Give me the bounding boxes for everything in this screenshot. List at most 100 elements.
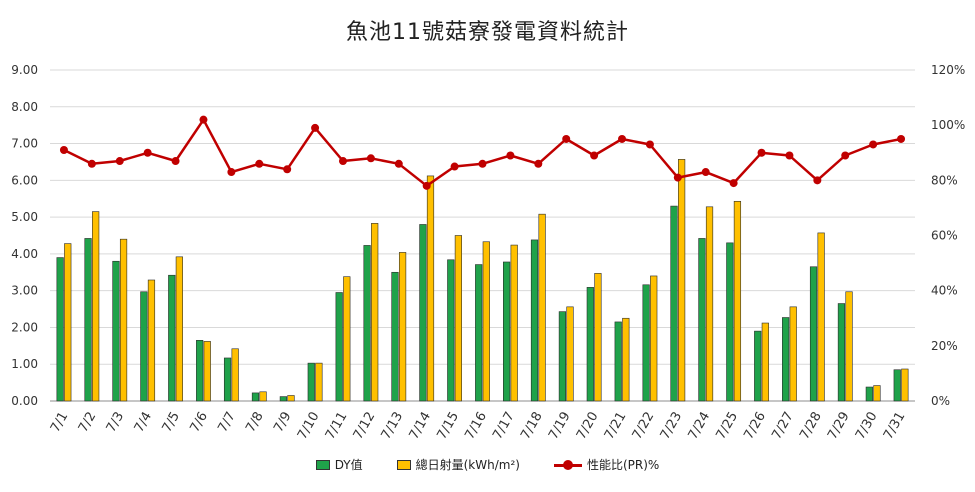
x-tick-label: 7/16: [462, 410, 490, 443]
pr-point: [897, 134, 906, 143]
pr-point: [199, 115, 208, 124]
pr-point: [645, 140, 654, 149]
x-tick-label: 7/7: [215, 410, 238, 436]
bar-irradiance: [315, 362, 323, 402]
bar-irradiance: [733, 200, 742, 402]
legend-item-dy: DY值: [315, 456, 363, 473]
bar-irradiance: [426, 175, 435, 402]
pr-point: [701, 168, 710, 177]
y-left-tick-label: 4.00: [11, 247, 38, 261]
x-tick-label: 7/31: [881, 410, 909, 443]
bar-dy: [84, 238, 92, 402]
bar-dy: [168, 274, 176, 402]
x-tick-label: 7/6: [187, 410, 210, 436]
bar-irradiance: [538, 213, 546, 402]
pr-point: [311, 123, 320, 132]
x-tick-label: 7/17: [490, 410, 518, 443]
bar-dy: [391, 271, 399, 402]
legend-label-pr: 性能比(PR)%: [586, 458, 660, 472]
bar-dy: [837, 303, 846, 402]
y-right-tick-label: 20%: [931, 339, 958, 353]
bar-irradiance: [92, 211, 100, 402]
bar-irradiance: [705, 206, 714, 402]
y-right-tick-label: 100%: [931, 118, 965, 132]
bar-irradiance: [147, 279, 156, 402]
x-tick-label: 7/28: [797, 410, 825, 443]
bar-dy: [893, 369, 901, 402]
bar-irradiance: [231, 348, 239, 402]
bar-irradiance: [371, 223, 379, 402]
x-tick-label: 7/26: [741, 410, 769, 443]
pr-point: [422, 181, 431, 190]
pr-point: [338, 157, 347, 166]
y-left-tick-label: 7.00: [11, 137, 38, 151]
y-left-tick-label: 2.00: [11, 320, 38, 334]
bar-dy: [140, 291, 148, 402]
x-tick-label: 7/23: [658, 410, 686, 443]
bar-irradiance: [817, 232, 825, 402]
bar-irradiance: [678, 159, 686, 402]
bar-dy: [419, 224, 427, 402]
bar-irradiance: [761, 322, 769, 402]
bar-dy: [782, 317, 790, 402]
legend-swatch-pr: [553, 459, 582, 470]
x-tick-label: 7/27: [769, 410, 797, 443]
x-tick-label: 7/2: [76, 410, 99, 436]
bar-irradiance: [594, 273, 602, 402]
bar-irradiance: [622, 317, 630, 402]
x-tick-label: 7/20: [574, 410, 602, 443]
x-tick-label: 7/9: [271, 410, 294, 436]
pr-point: [506, 151, 515, 160]
bar-dy: [865, 386, 873, 402]
bar-irradiance: [510, 244, 518, 402]
bar-irradiance: [566, 306, 574, 402]
legend-label-dy: DY值: [334, 458, 363, 472]
bar-irradiance: [398, 252, 407, 402]
y-left-tick-label: 9.00: [11, 63, 38, 77]
x-tick-label: 7/10: [295, 410, 323, 443]
y-right-tick-label: 60%: [931, 229, 958, 243]
y-left-tick-label: 6.00: [11, 173, 38, 187]
x-tick-label: 7/15: [434, 410, 462, 443]
x-tick-label: 7/5: [160, 410, 183, 436]
y-left-tick-label: 3.00: [11, 284, 38, 298]
pr-point: [673, 173, 682, 182]
bar-dy: [279, 396, 287, 402]
x-tick-label: 7/1: [48, 410, 71, 436]
pr-point: [757, 148, 766, 157]
x-tick-label: 7/13: [379, 410, 407, 443]
bar-dy: [642, 284, 650, 402]
legend-label-irradiance: 總日射量(kWh/m²): [415, 458, 520, 472]
x-tick-label: 7/8: [243, 410, 266, 436]
bar-irradiance: [845, 291, 853, 402]
pr-point: [255, 159, 264, 168]
y-left-tick-label: 5.00: [11, 210, 38, 224]
x-tick-label: 7/14: [407, 410, 435, 443]
bar-irradiance: [901, 368, 909, 402]
bar-dy: [251, 392, 260, 402]
x-tick-label: 7/25: [714, 410, 742, 443]
bar-dy: [809, 266, 818, 402]
pr-point: [562, 134, 571, 143]
bar-dy: [223, 357, 232, 402]
bar-irradiance: [287, 395, 295, 402]
chart-title: 魚池11號菇寮發電資料統計: [346, 20, 629, 45]
bar-dy: [670, 205, 678, 402]
y-right-tick-label: 120%: [931, 63, 965, 77]
y-left-tick-label: 0.00: [11, 394, 38, 408]
bar-dy: [335, 292, 343, 402]
bar-irradiance: [343, 276, 351, 402]
bar-irradiance: [789, 306, 797, 402]
x-tick-label: 7/3: [104, 410, 127, 436]
x-tick-label: 7/21: [602, 410, 630, 443]
y-right-tick-label: 40%: [931, 284, 958, 298]
y-right-tick-label: 80%: [931, 173, 958, 187]
bar-dy: [698, 238, 706, 402]
x-tick-label: 7/4: [132, 410, 155, 436]
legend-item-pr: 性能比(PR)%: [553, 456, 660, 473]
bar-dy: [447, 259, 455, 402]
x-tick-label: 7/24: [686, 410, 714, 443]
legend-swatch-irradiance: [396, 459, 411, 470]
bar-dy: [363, 245, 371, 402]
